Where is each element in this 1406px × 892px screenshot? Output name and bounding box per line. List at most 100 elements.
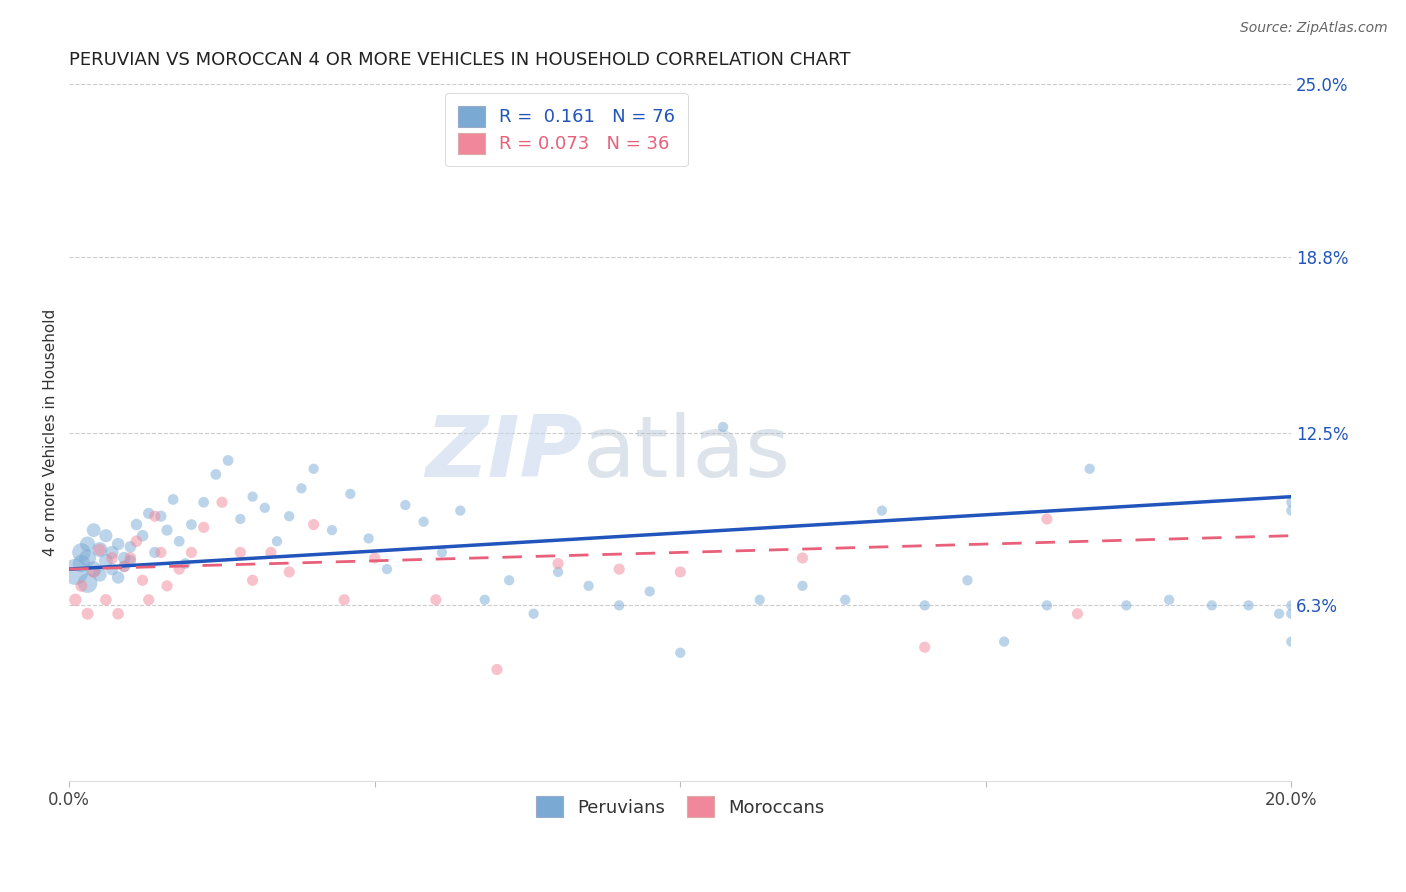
Point — [70, 579, 93, 593]
Point — [112, 551, 135, 566]
Point — [607, 562, 630, 576]
Point — [162, 492, 184, 507]
Text: PERUVIAN VS MOROCCAN 4 OR MORE VEHICLES IN HOUSEHOLD CORRELATION CHART: PERUVIAN VS MOROCCAN 4 OR MORE VEHICLES … — [69, 51, 851, 69]
Point — [70, 557, 93, 571]
Point — [1268, 607, 1291, 621]
Point — [638, 584, 661, 599]
Point — [107, 537, 129, 551]
Point — [1159, 592, 1181, 607]
Point — [76, 551, 98, 566]
Point — [578, 579, 600, 593]
Point — [1036, 512, 1059, 526]
Point — [149, 509, 172, 524]
Point — [870, 503, 893, 517]
Point — [425, 592, 447, 607]
Point — [107, 570, 129, 584]
Point — [143, 509, 166, 524]
Y-axis label: 4 or more Vehicles in Household: 4 or more Vehicles in Household — [44, 309, 58, 557]
Point — [748, 592, 770, 607]
Point — [1279, 495, 1302, 509]
Point — [290, 481, 312, 495]
Point — [149, 545, 172, 559]
Point — [76, 576, 98, 591]
Legend: Peruvians, Moroccans: Peruvians, Moroccans — [529, 789, 832, 824]
Point — [112, 559, 135, 574]
Point — [156, 523, 179, 537]
Text: ZIP: ZIP — [425, 412, 582, 495]
Point — [321, 523, 343, 537]
Point — [956, 574, 979, 588]
Point — [364, 551, 387, 566]
Point — [65, 592, 87, 607]
Point — [193, 520, 215, 534]
Point — [101, 545, 124, 559]
Point — [1066, 607, 1088, 621]
Point — [76, 537, 98, 551]
Point — [1279, 634, 1302, 648]
Point — [1279, 607, 1302, 621]
Point — [83, 565, 105, 579]
Point — [174, 557, 197, 571]
Point — [83, 562, 105, 576]
Point — [107, 607, 129, 621]
Point — [669, 565, 692, 579]
Point — [94, 554, 117, 568]
Point — [167, 534, 190, 549]
Point — [94, 529, 117, 543]
Point — [101, 562, 124, 576]
Point — [302, 517, 325, 532]
Point — [131, 529, 153, 543]
Point — [180, 545, 202, 559]
Point — [1279, 599, 1302, 613]
Point — [83, 523, 105, 537]
Text: Source: ZipAtlas.com: Source: ZipAtlas.com — [1240, 21, 1388, 35]
Point — [120, 554, 142, 568]
Point — [242, 490, 264, 504]
Point — [792, 551, 814, 566]
Point — [205, 467, 228, 482]
Point — [76, 607, 98, 621]
Point — [547, 557, 569, 571]
Point — [357, 532, 380, 546]
Point — [260, 545, 283, 559]
Point — [89, 542, 111, 557]
Point — [1279, 503, 1302, 517]
Point — [430, 545, 453, 559]
Point — [607, 599, 630, 613]
Point — [914, 599, 936, 613]
Point — [217, 453, 239, 467]
Point — [156, 579, 179, 593]
Point — [333, 592, 356, 607]
Point — [339, 487, 361, 501]
Point — [993, 634, 1015, 648]
Point — [125, 534, 148, 549]
Point — [1115, 599, 1137, 613]
Point — [302, 462, 325, 476]
Point — [101, 551, 124, 566]
Point — [394, 498, 416, 512]
Point — [266, 534, 288, 549]
Point — [89, 567, 111, 582]
Point — [547, 565, 569, 579]
Point — [242, 574, 264, 588]
Point — [253, 500, 276, 515]
Point — [89, 542, 111, 557]
Point — [138, 507, 160, 521]
Point — [94, 592, 117, 607]
Point — [211, 495, 233, 509]
Point — [834, 592, 856, 607]
Point — [1078, 462, 1101, 476]
Point — [1237, 599, 1260, 613]
Point — [138, 592, 160, 607]
Point — [65, 565, 87, 579]
Point — [112, 559, 135, 574]
Point — [474, 592, 496, 607]
Point — [167, 562, 190, 576]
Point — [1201, 599, 1223, 613]
Point — [278, 565, 301, 579]
Point — [180, 517, 202, 532]
Point — [278, 509, 301, 524]
Point — [669, 646, 692, 660]
Point — [125, 517, 148, 532]
Point — [375, 562, 398, 576]
